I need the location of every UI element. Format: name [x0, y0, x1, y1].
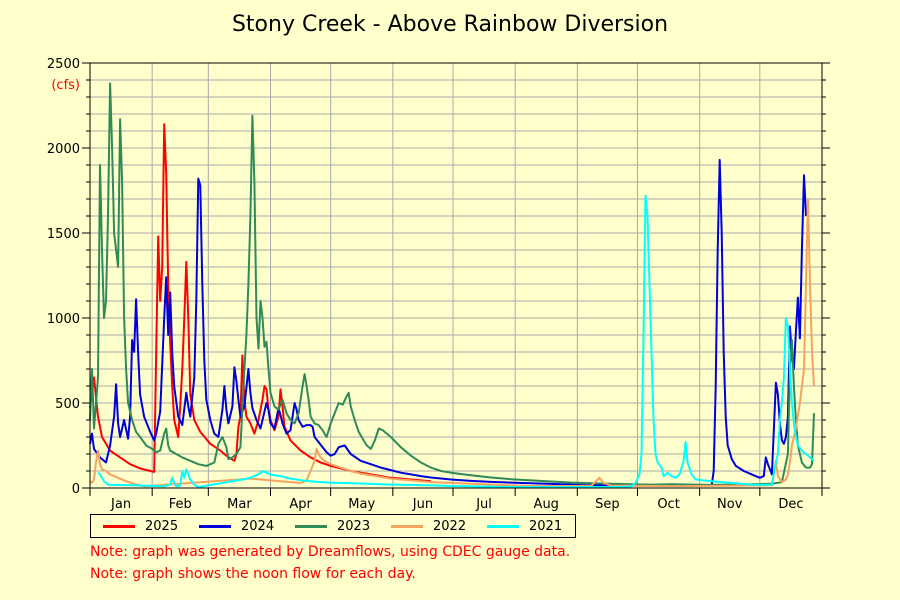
legend-item-2022: 2022	[379, 519, 475, 534]
grid-lines	[90, 63, 822, 489]
x-tick-label-dec: Dec	[778, 497, 803, 512]
y-tick-label: 500	[55, 397, 80, 412]
legend-item-2025: 2025	[91, 519, 187, 534]
legend-swatch	[103, 524, 135, 528]
note-noon-flow: Note: graph shows the noon flow for each…	[90, 566, 416, 582]
x-tick-label-feb: Feb	[169, 497, 192, 512]
series-line-2023	[89, 82, 815, 486]
y-unit-label: (cfs)	[51, 78, 80, 93]
x-tick-label-jul: Jul	[475, 497, 492, 512]
x-tick-label-jun: Jun	[412, 497, 433, 512]
legend-label: 2025	[145, 518, 179, 534]
legend-swatch	[391, 524, 423, 528]
legend-swatch	[199, 524, 231, 528]
x-tick-label-aug: Aug	[534, 497, 559, 512]
legend-label: 2024	[241, 518, 275, 534]
series-lines	[89, 82, 815, 489]
axis-ticks	[82, 62, 830, 496]
legend-swatch	[295, 524, 327, 528]
note-data-source: Note: graph was generated by Dreamflows,…	[90, 544, 571, 560]
y-tick-label: 2500	[47, 57, 80, 72]
legend-label: 2022	[433, 518, 467, 534]
axis-labels: 0 500 1000 1500 2000 2500 (cfs) Jan Feb Mar Apr May…	[47, 57, 804, 512]
plot-frame	[89, 62, 823, 489]
series-line-2024	[89, 158, 807, 487]
legend-swatch	[487, 524, 519, 528]
legend-item-2024: 2024	[187, 519, 283, 534]
legend: 2025 2024 2023 2022 2021	[90, 514, 576, 538]
x-tick-label-nov: Nov	[717, 497, 743, 512]
legend-label: 2023	[337, 518, 371, 534]
x-tick-label-may: May	[348, 497, 375, 512]
legend-item-2021: 2021	[475, 519, 571, 534]
legend-item-2023: 2023	[283, 519, 379, 534]
x-tick-label-mar: Mar	[227, 497, 252, 512]
series-line-2022	[89, 198, 815, 488]
x-tick-label-sep: Sep	[595, 497, 620, 512]
series-line-2021	[97, 194, 815, 489]
y-tick-label: 1500	[47, 227, 80, 242]
chart-title: Stony Creek - Above Rainbow Diversion	[231, 12, 669, 37]
x-tick-label-oct: Oct	[657, 497, 679, 512]
y-tick-label: 2000	[47, 142, 80, 157]
series-line-2025	[89, 123, 431, 483]
x-tick-label-apr: Apr	[289, 497, 312, 512]
plot-border	[89, 62, 823, 489]
legend-label: 2021	[529, 518, 563, 534]
y-tick-label: 0	[72, 482, 80, 497]
x-tick-label-jan: Jan	[110, 497, 131, 512]
y-tick-label: 1000	[47, 312, 80, 327]
